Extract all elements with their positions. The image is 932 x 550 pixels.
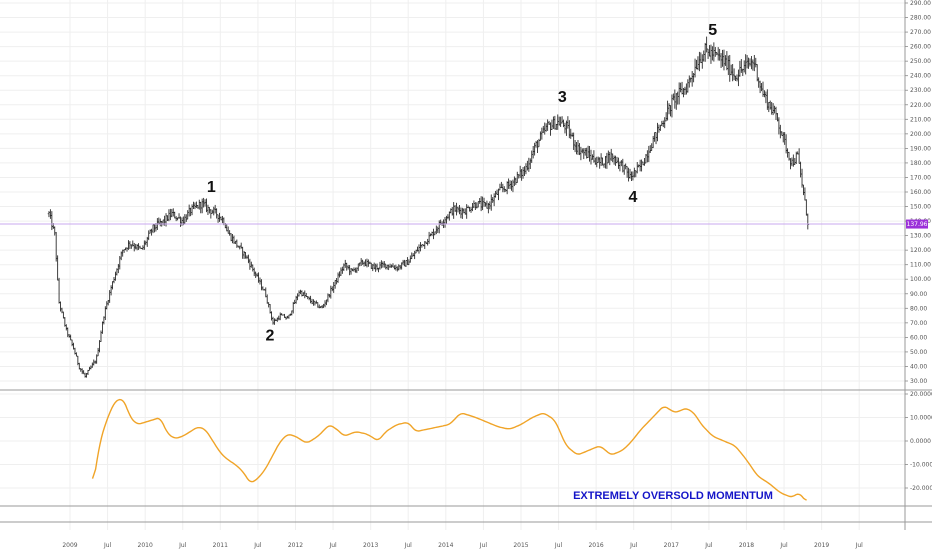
last-price-label: 137.96 xyxy=(907,221,928,228)
x-tick-label: 2009 xyxy=(62,542,77,549)
wave-labels: 1 2 3 4 5 xyxy=(207,22,717,344)
x-tick-label: 2015 xyxy=(513,542,528,549)
price-tick-label: 100.00 xyxy=(910,276,931,283)
price-tick-label: 30.00 xyxy=(910,378,927,385)
time-axis: 2009 Jul 2010 Jul 2011 Jul 2012 Jul 2013 Jul 2014 J… xyxy=(62,542,863,549)
price-tick-label: 40.00 xyxy=(910,363,927,370)
x-tick-label: 2017 xyxy=(664,542,679,549)
x-tick-label: Jul xyxy=(103,542,112,549)
price-tick-label: 190.00 xyxy=(910,145,931,152)
price-tick-label: 200.00 xyxy=(910,131,931,138)
momentum-tick-label: 0.0000 xyxy=(910,438,931,445)
x-tick-label: Jul xyxy=(253,542,262,549)
price-tick-label: 70.00 xyxy=(910,320,927,327)
momentum-tick-label: 20.0000 xyxy=(910,391,932,398)
momentum-panel xyxy=(91,398,807,501)
x-tick-label: Jul xyxy=(554,542,563,549)
x-tick-label: 2010 xyxy=(138,542,153,549)
price-tick-label: 150.00 xyxy=(910,204,931,211)
price-axis: 30.00 40.00 50.00 60.00 70.00 80.00 90.00 100.0… xyxy=(905,0,931,385)
price-tick-label: 110.00 xyxy=(910,262,931,269)
x-tick-label: 2016 xyxy=(588,542,603,549)
momentum-annotation: EXTREMELY OVERSOLD MOMENTUM xyxy=(573,490,773,502)
wave-label-4: 4 xyxy=(629,189,638,206)
price-tick-label: 250.00 xyxy=(910,58,931,65)
price-tick-label: 210.00 xyxy=(910,116,931,123)
wave-label-5: 5 xyxy=(708,22,717,39)
price-tick-label: 60.00 xyxy=(910,334,927,341)
wave-label-3: 3 xyxy=(558,89,567,106)
momentum-axis: 20.0000 10.0000 0.0000 -10.0000 -20.0000 xyxy=(905,391,932,492)
momentum-tick-label: -10.0000 xyxy=(910,462,932,469)
momentum-line xyxy=(91,398,807,501)
last-price-box xyxy=(906,219,928,229)
x-tick-label: Jul xyxy=(855,542,864,549)
price-tick-label: 160.00 xyxy=(910,189,931,196)
price-tick-label: 270.00 xyxy=(910,29,931,36)
x-tick-label: 2012 xyxy=(288,542,303,549)
x-tick-label: Jul xyxy=(779,542,788,549)
price-tick-label: 80.00 xyxy=(910,305,927,312)
last-price-tag: 137.96 xyxy=(0,219,928,229)
gridlines xyxy=(0,0,905,530)
momentum-tick-label: -20.0000 xyxy=(910,485,932,492)
price-tick-label: 90.00 xyxy=(910,291,927,298)
price-tick-label: 290.00 xyxy=(910,0,931,7)
x-tick-label: Jul xyxy=(404,542,413,549)
price-tick-label: 240.00 xyxy=(910,73,931,80)
price-tick-label: 170.00 xyxy=(910,174,931,181)
x-tick-label: Jul xyxy=(178,542,187,549)
x-tick-label: Jul xyxy=(704,542,713,549)
x-tick-label: Jul xyxy=(328,542,337,549)
price-tick-label: 50.00 xyxy=(910,349,927,356)
x-tick-label: Jul xyxy=(479,542,488,549)
x-tick-label: Jul xyxy=(629,542,638,549)
x-tick-label: 2013 xyxy=(363,542,378,549)
x-tick-label: 2011 xyxy=(213,542,228,549)
price-bars xyxy=(47,36,810,378)
x-tick-label: 2014 xyxy=(438,542,453,549)
price-tick-label: 120.00 xyxy=(910,247,931,254)
wave-label-2: 2 xyxy=(265,327,274,344)
momentum-tick-label: 10.0000 xyxy=(910,415,932,422)
wave-label-1: 1 xyxy=(207,179,216,196)
price-tick-label: 280.00 xyxy=(910,15,931,22)
price-tick-label: 230.00 xyxy=(910,87,931,94)
price-tick-label: 130.00 xyxy=(910,233,931,240)
price-tick-label: 260.00 xyxy=(910,44,931,51)
price-tick-label: 220.00 xyxy=(910,102,931,109)
price-tick-label: 180.00 xyxy=(910,160,931,167)
x-tick-label: 2019 xyxy=(814,542,829,549)
x-tick-label: 2018 xyxy=(739,542,754,549)
